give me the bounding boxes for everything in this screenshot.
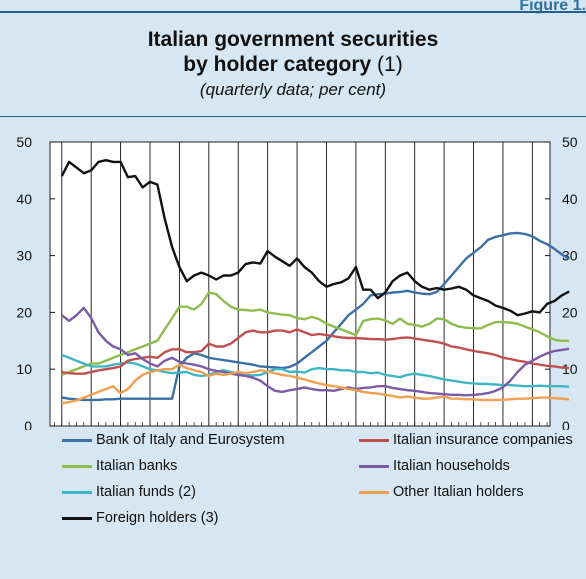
- legend-item: Italian insurance companies: [359, 432, 573, 448]
- series-line-italian-banks: [61, 291, 570, 377]
- y-tick-label-right: 30: [562, 248, 578, 264]
- series-line-other-italian-holders: [61, 363, 570, 405]
- figure-label: Figure 1.: [519, 0, 586, 14]
- legend-item: Italian banks: [62, 458, 177, 474]
- legend-item: Italian households: [359, 458, 510, 474]
- y-tick-label-left: 40: [16, 191, 32, 207]
- y-tick-label-right: 20: [562, 304, 578, 320]
- top-rule: [0, 11, 586, 13]
- chart-subtitle: (quarterly data; per cent): [199, 80, 387, 99]
- legend-label: Foreign holders (3): [96, 510, 219, 526]
- y-tick-label-left: 50: [16, 134, 32, 150]
- legend-label: Bank of Italy and Eurosystem: [96, 432, 285, 448]
- y-tick-label-right: 40: [562, 191, 578, 207]
- y-tick-label-left: 20: [16, 304, 32, 320]
- series-line-italian-funds-2: [61, 353, 570, 388]
- legend-swatch: [62, 438, 92, 442]
- legend-label: Italian banks: [96, 458, 178, 474]
- line-chart: 0010102020303040405050'08'09'10'11'12'13…: [16, 134, 578, 430]
- legend-item: Bank of Italy and Eurosystem: [62, 432, 285, 448]
- legend-label: Italian insurance companies: [393, 432, 573, 448]
- series-line-italian-households: [61, 306, 570, 397]
- y-tick-label-right: 0: [562, 418, 570, 430]
- legend-swatch: [62, 490, 92, 494]
- chart-title-line1: Italian government securities: [147, 28, 439, 51]
- legend-swatch: [359, 464, 389, 468]
- legend-label: Italian households: [393, 458, 510, 474]
- legend-swatch: [62, 516, 92, 520]
- y-tick-label-left: 30: [16, 248, 32, 264]
- chart-title-line2: by holder category (1): [183, 53, 403, 76]
- legend-label: Other Italian holders: [393, 484, 524, 500]
- series-line-foreign-holders-3: [60, 158, 570, 317]
- legend-item: Italian funds (2): [62, 484, 196, 500]
- legend-label: Italian funds (2): [96, 484, 196, 500]
- y-tick-label-right: 10: [562, 361, 578, 377]
- legend-item: Foreign holders (3): [62, 510, 219, 526]
- title-separator: [0, 116, 586, 117]
- y-tick-label-left: 10: [16, 361, 32, 377]
- legend-swatch: [359, 438, 389, 442]
- y-tick-label-left: 0: [24, 418, 32, 430]
- legend-swatch: [359, 490, 389, 494]
- y-tick-label-right: 50: [562, 134, 578, 150]
- legend-item: Other Italian holders: [359, 484, 524, 500]
- legend-swatch: [62, 464, 92, 468]
- series-line-bank-of-italy-and-eurosystem: [61, 231, 570, 402]
- series-line-italian-insurance-companies: [61, 328, 570, 375]
